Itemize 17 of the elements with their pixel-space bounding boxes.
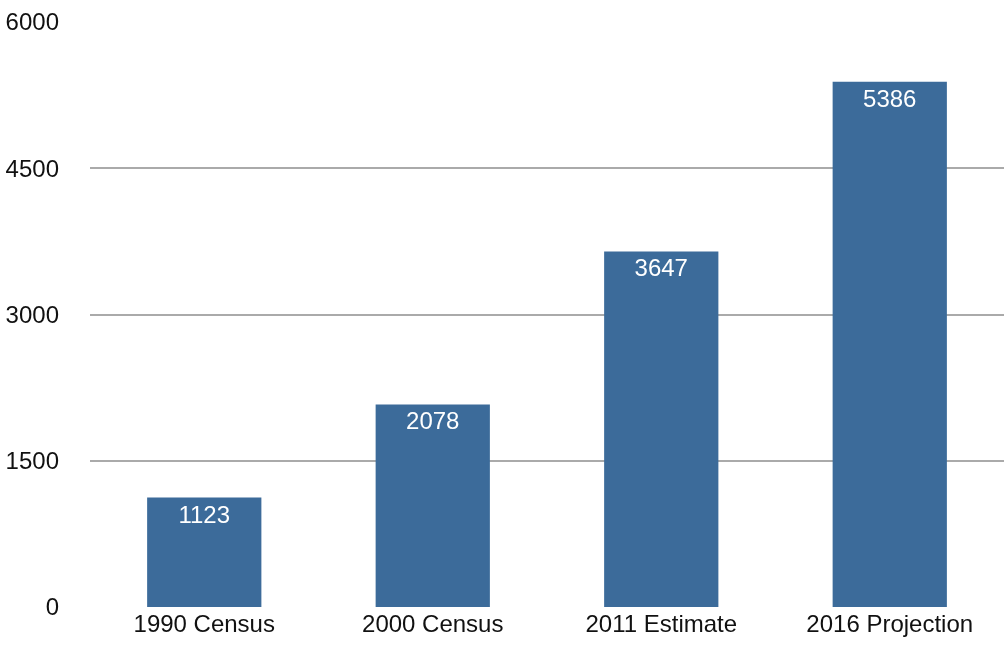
y-tick-label: 3000 [5,300,59,328]
data-label: 3647 [634,254,688,282]
x-tick-label: 2011 Estimate [585,610,738,637]
data-label: 2078 [406,407,460,435]
bar [147,497,262,607]
x-tick-label: 2000 Census [362,610,504,637]
bar [375,404,490,607]
x-tick-label: 1990 Census [133,610,275,637]
y-tick-label: 4500 [5,154,59,182]
y-tick-label: 1500 [5,447,59,475]
y-tick-label: 6000 [5,8,59,36]
x-tick-label: 2016 Projection [806,610,974,637]
data-label: 1123 [178,500,231,528]
data-label: 5386 [863,84,917,112]
bar [604,251,719,607]
bar [832,81,947,607]
y-tick-label: 0 [45,593,59,621]
